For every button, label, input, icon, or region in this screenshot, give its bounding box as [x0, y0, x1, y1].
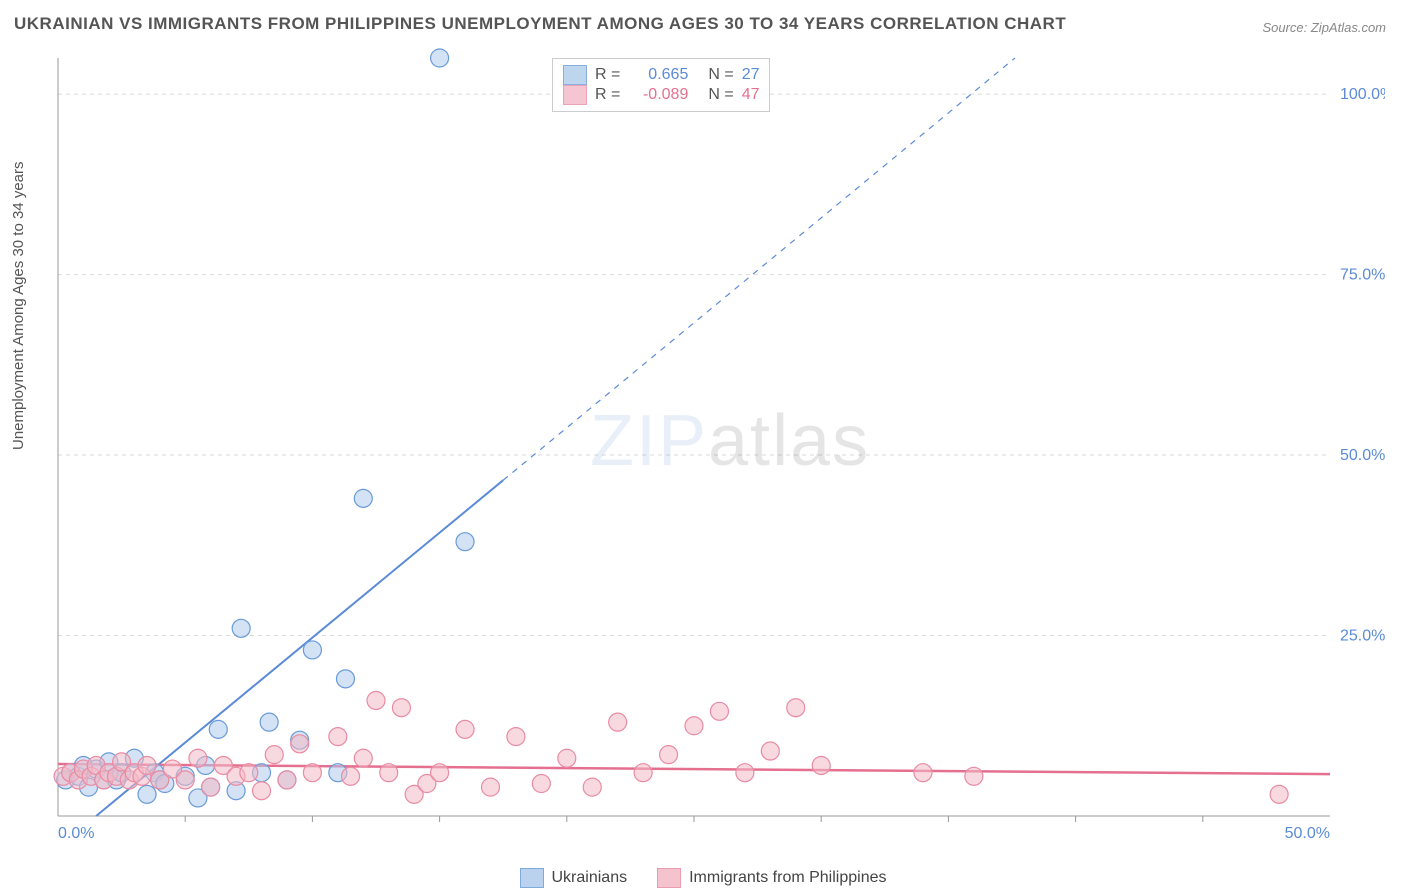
data-point: [431, 764, 449, 782]
correlation-legend: R = 0.665 N = 27 R = -0.089 N = 47: [552, 58, 770, 112]
data-point: [532, 775, 550, 793]
data-point: [189, 749, 207, 767]
data-point: [240, 764, 258, 782]
data-point: [392, 699, 410, 717]
chart-title: UKRAINIAN VS IMMIGRANTS FROM PHILIPPINES…: [14, 14, 1066, 34]
legend-item: Ukrainians: [520, 868, 628, 888]
data-point: [787, 699, 805, 717]
data-point: [660, 746, 678, 764]
data-point: [367, 691, 385, 709]
data-point: [303, 764, 321, 782]
data-point: [265, 746, 283, 764]
data-point: [634, 764, 652, 782]
data-point: [456, 533, 474, 551]
data-point: [329, 728, 347, 746]
source-attribution: Source: ZipAtlas.com: [1262, 20, 1386, 35]
data-point: [336, 670, 354, 688]
legend-swatch: [563, 85, 587, 105]
series-legend: Ukrainians Immigrants from Philippines: [0, 868, 1406, 888]
legend-label: Immigrants from Philippines: [689, 869, 886, 887]
legend-label: Ukrainians: [552, 869, 628, 887]
n-value: 27: [742, 66, 760, 84]
x-tick-label: 50.0%: [1285, 825, 1330, 842]
data-point: [303, 641, 321, 659]
y-tick-label: 75.0%: [1340, 267, 1385, 284]
data-point: [342, 767, 360, 785]
data-point: [253, 782, 271, 800]
legend-swatch: [657, 868, 681, 888]
data-point: [1270, 785, 1288, 803]
legend-item: Immigrants from Philippines: [657, 868, 886, 888]
data-point: [209, 720, 227, 738]
data-point: [761, 742, 779, 760]
data-point: [380, 764, 398, 782]
data-point: [558, 749, 576, 767]
r-value: -0.089: [628, 86, 688, 104]
correlation-row: R = 0.665 N = 27: [563, 65, 759, 85]
data-point: [138, 785, 156, 803]
correlation-row: R = -0.089 N = 47: [563, 85, 759, 105]
data-point: [354, 489, 372, 507]
data-point: [232, 619, 250, 637]
data-point: [609, 713, 627, 731]
data-point: [685, 717, 703, 735]
data-point: [176, 771, 194, 789]
data-point: [481, 778, 499, 796]
r-label: R =: [595, 66, 620, 84]
x-tick-label: 0.0%: [58, 825, 94, 842]
n-label: N =: [708, 66, 733, 84]
data-point: [278, 771, 296, 789]
y-tick-label: 25.0%: [1340, 628, 1385, 645]
data-point: [812, 756, 830, 774]
legend-swatch: [563, 65, 587, 85]
y-tick-label: 100.0%: [1340, 86, 1385, 103]
y-axis-label: Unemployment Among Ages 30 to 34 years: [10, 161, 27, 450]
legend-swatch: [520, 868, 544, 888]
n-value: 47: [742, 86, 760, 104]
data-point: [736, 764, 754, 782]
data-point: [431, 49, 449, 67]
scatter-chart: 25.0% 50.0% 75.0% 100.0% 0.0% 50.0%: [50, 48, 1385, 848]
data-point: [507, 728, 525, 746]
data-point: [583, 778, 601, 796]
data-point: [914, 764, 932, 782]
r-label: R =: [595, 86, 620, 104]
data-point: [710, 702, 728, 720]
data-point: [260, 713, 278, 731]
data-point: [291, 735, 309, 753]
y-tick-label: 50.0%: [1340, 447, 1385, 464]
data-point: [202, 778, 220, 796]
data-point: [354, 749, 372, 767]
r-value: 0.665: [628, 66, 688, 84]
data-point: [138, 756, 156, 774]
data-point: [965, 767, 983, 785]
data-point: [456, 720, 474, 738]
n-label: N =: [708, 86, 733, 104]
